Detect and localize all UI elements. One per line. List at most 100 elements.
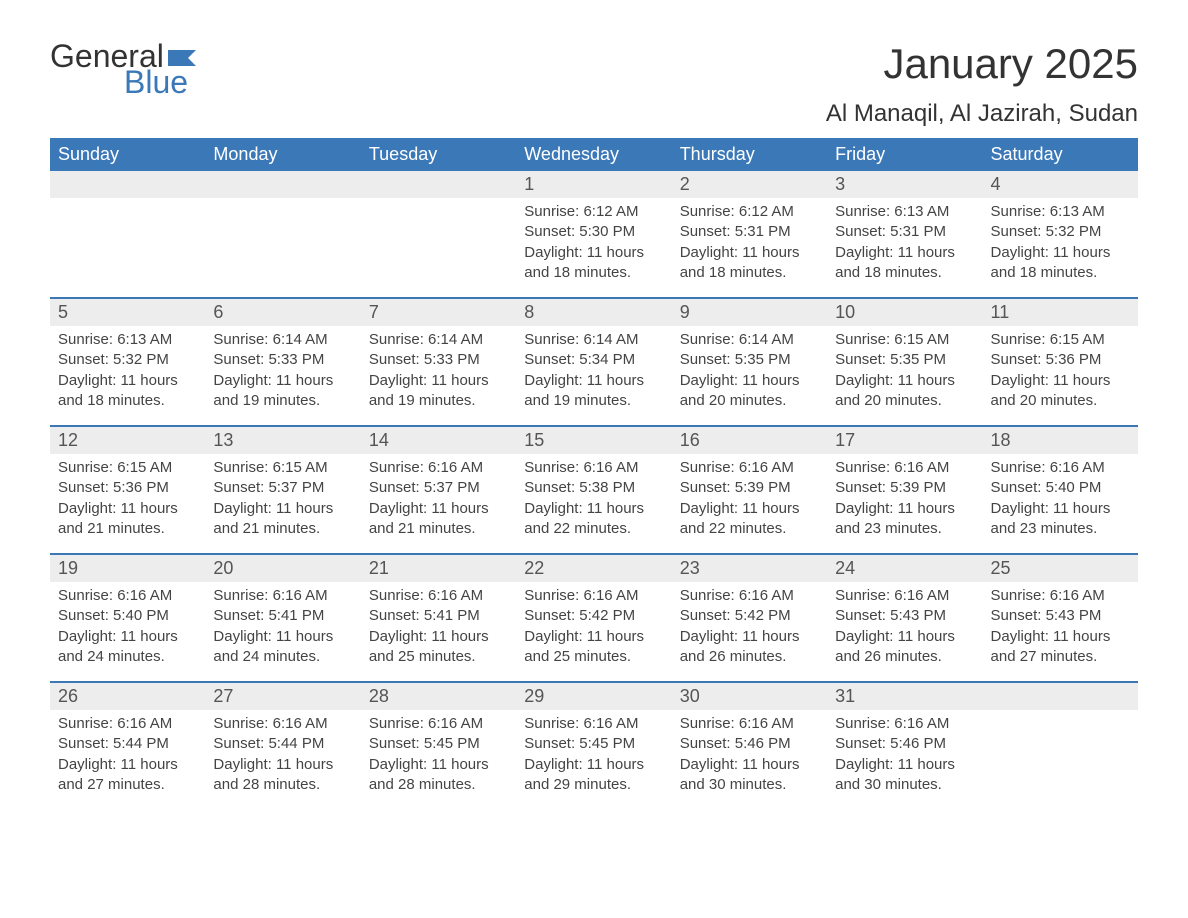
location-text: Al Manaqil, Al Jazirah, Sudan bbox=[826, 100, 1138, 128]
day-cell: 1Sunrise: 6:12 AMSunset: 5:30 PMDaylight… bbox=[516, 171, 671, 297]
day-body: Sunrise: 6:14 AMSunset: 5:34 PMDaylight:… bbox=[516, 326, 671, 411]
daylight-text: Daylight: 11 hours and 18 minutes. bbox=[524, 243, 663, 284]
sunset-text: Sunset: 5:42 PM bbox=[680, 606, 819, 626]
daylight-text: Daylight: 11 hours and 18 minutes. bbox=[835, 243, 974, 284]
day-number: 31 bbox=[827, 683, 982, 710]
day-number: 21 bbox=[361, 555, 516, 582]
day-number: 26 bbox=[50, 683, 205, 710]
daylight-text: Daylight: 11 hours and 28 minutes. bbox=[213, 755, 352, 796]
day-number: 25 bbox=[983, 555, 1138, 582]
sunset-text: Sunset: 5:32 PM bbox=[58, 350, 197, 370]
weekday-header: Tuesday bbox=[361, 138, 516, 171]
day-body: Sunrise: 6:15 AMSunset: 5:35 PMDaylight:… bbox=[827, 326, 982, 411]
day-number bbox=[361, 171, 516, 198]
daylight-text: Daylight: 11 hours and 19 minutes. bbox=[213, 371, 352, 412]
sunrise-text: Sunrise: 6:15 AM bbox=[835, 330, 974, 350]
daylight-text: Daylight: 11 hours and 19 minutes. bbox=[369, 371, 508, 412]
sunset-text: Sunset: 5:37 PM bbox=[213, 478, 352, 498]
day-number: 24 bbox=[827, 555, 982, 582]
daylight-text: Daylight: 11 hours and 20 minutes. bbox=[680, 371, 819, 412]
sunrise-text: Sunrise: 6:16 AM bbox=[680, 586, 819, 606]
sunrise-text: Sunrise: 6:16 AM bbox=[680, 714, 819, 734]
sunrise-text: Sunrise: 6:16 AM bbox=[524, 586, 663, 606]
daylight-text: Daylight: 11 hours and 26 minutes. bbox=[835, 627, 974, 668]
weekday-header: Sunday bbox=[50, 138, 205, 171]
sunset-text: Sunset: 5:38 PM bbox=[524, 478, 663, 498]
day-cell: 21 Sunrise: 6:16 AMSunset: 5:41 PMDayligh… bbox=[361, 555, 516, 681]
day-cell: 24 Sunrise: 6:16 AMSunset: 5:43 PMDayligh… bbox=[827, 555, 982, 681]
day-number: 6 bbox=[205, 299, 360, 326]
day-cell: 19Sunrise: 6:16 AMSunset: 5:40 PMDayligh… bbox=[50, 555, 205, 681]
day-cell: 26Sunrise: 6:16 AMSunset: 5:44 PMDayligh… bbox=[50, 683, 205, 809]
day-number: 3 bbox=[827, 171, 982, 198]
calendar: Sunday Monday Tuesday Wednesday Thursday… bbox=[50, 138, 1138, 809]
sunrise-text: Sunrise: 6:16 AM bbox=[58, 586, 197, 606]
sunset-text: Sunset: 5:32 PM bbox=[991, 222, 1130, 242]
daylight-text: Daylight: 11 hours and 19 minutes. bbox=[524, 371, 663, 412]
day-number: 7 bbox=[361, 299, 516, 326]
sunset-text: Sunset: 5:37 PM bbox=[369, 478, 508, 498]
sunrise-text: Sunrise: 6:16 AM bbox=[369, 586, 508, 606]
daylight-text: Daylight: 11 hours and 18 minutes. bbox=[680, 243, 819, 284]
header: General Blue January 2025 Al Manaqil, Al… bbox=[50, 40, 1138, 128]
day-body: Sunrise: 6:16 AMSunset: 5:37 PMDaylight:… bbox=[361, 454, 516, 539]
sunrise-text: Sunrise: 6:16 AM bbox=[835, 458, 974, 478]
day-body: Sunrise: 6:16 AMSunset: 5:46 PMDaylight:… bbox=[672, 710, 827, 795]
daylight-text: Daylight: 11 hours and 27 minutes. bbox=[58, 755, 197, 796]
sunrise-text: Sunrise: 6:13 AM bbox=[58, 330, 197, 350]
sunrise-text: Sunrise: 6:13 AM bbox=[835, 202, 974, 222]
day-body: Sunrise: 6:13 AMSunset: 5:31 PMDaylight:… bbox=[827, 198, 982, 283]
daylight-text: Daylight: 11 hours and 25 minutes. bbox=[369, 627, 508, 668]
daylight-text: Daylight: 11 hours and 26 minutes. bbox=[680, 627, 819, 668]
day-cell: 22Sunrise: 6:16 AMSunset: 5:42 PMDayligh… bbox=[516, 555, 671, 681]
sunrise-text: Sunrise: 6:16 AM bbox=[991, 586, 1130, 606]
daylight-text: Daylight: 11 hours and 23 minutes. bbox=[991, 499, 1130, 540]
sunrise-text: Sunrise: 6:16 AM bbox=[524, 458, 663, 478]
daylight-text: Daylight: 11 hours and 29 minutes. bbox=[524, 755, 663, 796]
sunset-text: Sunset: 5:44 PM bbox=[58, 734, 197, 754]
day-body: Sunrise: 6:16 AMSunset: 5:45 PMDaylight:… bbox=[361, 710, 516, 795]
day-body: Sunrise: 6:13 AMSunset: 5:32 PMDaylight:… bbox=[983, 198, 1138, 283]
day-cell: 13Sunrise: 6:15 AMSunset: 5:37 PMDayligh… bbox=[205, 427, 360, 553]
logo: General Blue bbox=[50, 40, 200, 98]
daylight-text: Daylight: 11 hours and 18 minutes. bbox=[58, 371, 197, 412]
weekday-header: Friday bbox=[827, 138, 982, 171]
sunset-text: Sunset: 5:31 PM bbox=[680, 222, 819, 242]
day-number: 15 bbox=[516, 427, 671, 454]
day-cell: 2Sunrise: 6:12 AMSunset: 5:31 PMDaylight… bbox=[672, 171, 827, 297]
daylight-text: Daylight: 11 hours and 28 minutes. bbox=[369, 755, 508, 796]
daylight-text: Daylight: 11 hours and 24 minutes. bbox=[213, 627, 352, 668]
sunset-text: Sunset: 5:31 PM bbox=[835, 222, 974, 242]
sunset-text: Sunset: 5:39 PM bbox=[680, 478, 819, 498]
day-number: 19 bbox=[50, 555, 205, 582]
day-cell bbox=[361, 171, 516, 297]
day-cell: 16Sunrise: 6:16 AMSunset: 5:39 PMDayligh… bbox=[672, 427, 827, 553]
day-cell: 10Sunrise: 6:15 AMSunset: 5:35 PMDayligh… bbox=[827, 299, 982, 425]
day-cell bbox=[50, 171, 205, 297]
sunset-text: Sunset: 5:41 PM bbox=[369, 606, 508, 626]
sunrise-text: Sunrise: 6:15 AM bbox=[213, 458, 352, 478]
sunset-text: Sunset: 5:33 PM bbox=[369, 350, 508, 370]
day-body: Sunrise: 6:16 AMSunset: 5:40 PMDaylight:… bbox=[50, 582, 205, 667]
day-body: Sunrise: 6:16 AMSunset: 5:43 PMDaylight:… bbox=[983, 582, 1138, 667]
day-body: Sunrise: 6:15 AMSunset: 5:36 PMDaylight:… bbox=[50, 454, 205, 539]
flag-icon bbox=[168, 46, 200, 66]
sunrise-text: Sunrise: 6:16 AM bbox=[835, 586, 974, 606]
day-body: Sunrise: 6:12 AMSunset: 5:31 PMDaylight:… bbox=[672, 198, 827, 283]
sunrise-text: Sunrise: 6:16 AM bbox=[369, 458, 508, 478]
day-cell: 27Sunrise: 6:16 AMSunset: 5:44 PMDayligh… bbox=[205, 683, 360, 809]
day-number: 29 bbox=[516, 683, 671, 710]
day-body: Sunrise: 6:12 AMSunset: 5:30 PMDaylight:… bbox=[516, 198, 671, 283]
day-cell: 30Sunrise: 6:16 AMSunset: 5:46 PMDayligh… bbox=[672, 683, 827, 809]
sunset-text: Sunset: 5:45 PM bbox=[369, 734, 508, 754]
weekday-header: Thursday bbox=[672, 138, 827, 171]
daylight-text: Daylight: 11 hours and 21 minutes. bbox=[369, 499, 508, 540]
day-cell bbox=[983, 683, 1138, 809]
sunrise-text: Sunrise: 6:16 AM bbox=[991, 458, 1130, 478]
sunrise-text: Sunrise: 6:14 AM bbox=[680, 330, 819, 350]
week-row: 26Sunrise: 6:16 AMSunset: 5:44 PMDayligh… bbox=[50, 681, 1138, 809]
sunrise-text: Sunrise: 6:12 AM bbox=[524, 202, 663, 222]
sunset-text: Sunset: 5:35 PM bbox=[835, 350, 974, 370]
sunset-text: Sunset: 5:43 PM bbox=[835, 606, 974, 626]
day-body: Sunrise: 6:14 AMSunset: 5:33 PMDaylight:… bbox=[205, 326, 360, 411]
